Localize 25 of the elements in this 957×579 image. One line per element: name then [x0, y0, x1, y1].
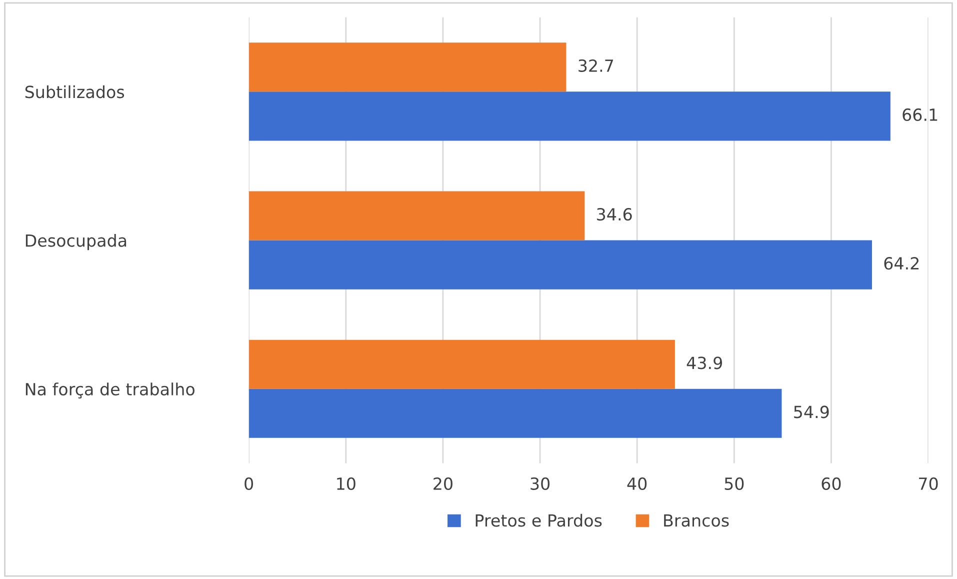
x-tick-label: 50	[724, 477, 744, 490]
x-tick-label: 30	[530, 477, 550, 490]
legend-label: Pretos e Pardos	[476, 514, 602, 527]
bar	[248, 92, 890, 141]
data-label: 54.9	[794, 406, 829, 418]
bar	[248, 240, 872, 290]
y-tick-label: Subtilizados	[25, 85, 124, 98]
bar	[248, 191, 585, 240]
x-tick-label: 0	[244, 477, 254, 490]
bar	[248, 388, 782, 438]
x-tick-label: 10	[337, 477, 356, 490]
data-label: 64.2	[884, 257, 919, 270]
bar	[248, 340, 675, 389]
x-tick-label: 70	[919, 477, 938, 490]
data-label: 43.9	[686, 356, 722, 370]
data-label: 34.6	[597, 208, 632, 221]
legend-label: Brancos	[664, 514, 729, 527]
x-tick-label: 20	[434, 477, 452, 490]
data-label: 66.1	[902, 108, 938, 122]
bar	[248, 42, 566, 92]
x-tick-label: 40	[627, 477, 647, 490]
y-tick-label: Desocupada	[26, 234, 126, 250]
x-tick-label: 60	[822, 477, 841, 490]
data-label: 32.7	[578, 59, 614, 72]
y-tick-label: Na força de trabalho	[26, 382, 194, 398]
